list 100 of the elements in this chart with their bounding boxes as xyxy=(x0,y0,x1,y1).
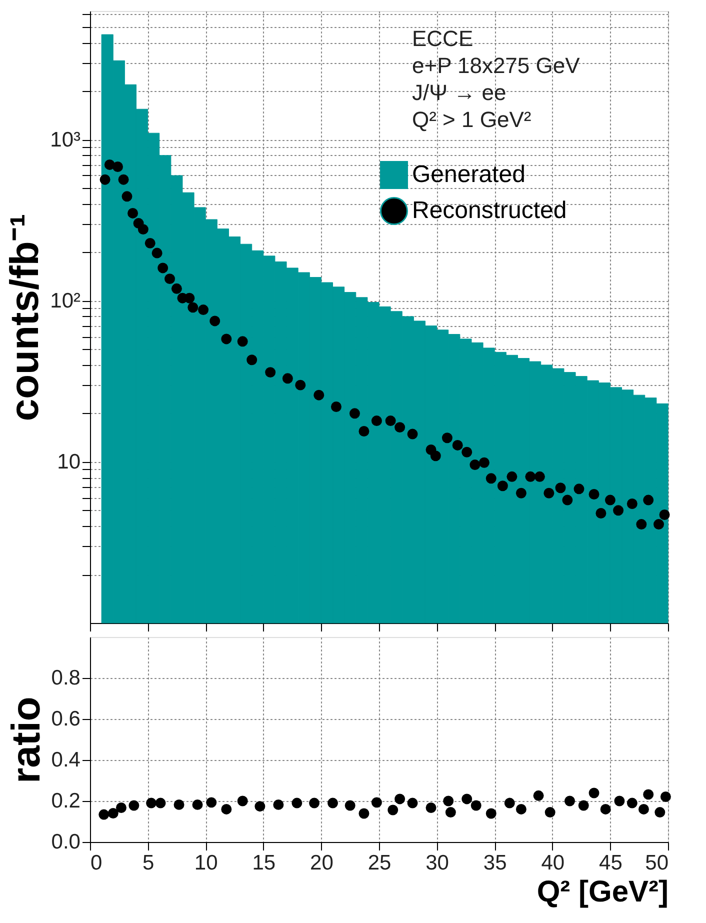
point xyxy=(171,283,182,294)
point xyxy=(407,798,418,808)
point xyxy=(588,489,600,500)
point xyxy=(654,807,666,818)
x-tick-label: 45 xyxy=(599,852,622,874)
x-axis-title: Q² [GeV²] xyxy=(536,876,668,908)
point xyxy=(330,402,342,412)
annotation: ECCE xyxy=(412,26,474,51)
y-tick-label: 0.6 xyxy=(51,708,80,730)
point xyxy=(128,800,140,811)
point xyxy=(116,802,126,813)
y-tick-label: 0.4 xyxy=(51,748,81,772)
annotation: J/Ψ → ee xyxy=(412,80,506,105)
point xyxy=(506,471,518,482)
point xyxy=(254,801,266,812)
point xyxy=(328,798,338,808)
point xyxy=(152,248,162,258)
point xyxy=(564,796,575,806)
x-tick-label: 20 xyxy=(310,852,334,874)
point xyxy=(349,408,360,419)
point xyxy=(388,804,398,816)
point xyxy=(344,800,356,811)
point xyxy=(358,808,370,819)
point xyxy=(146,798,157,808)
x-tick-label: 50 xyxy=(645,852,668,874)
point xyxy=(614,796,625,806)
y-axis-title: ratio xyxy=(4,696,48,784)
point xyxy=(588,788,600,798)
point xyxy=(358,426,370,436)
point xyxy=(394,422,406,433)
y-tick-label: 0.2 xyxy=(51,790,80,812)
point xyxy=(636,519,647,530)
x-tick-label: 40 xyxy=(541,852,565,874)
point xyxy=(295,380,306,390)
point xyxy=(659,510,670,520)
annotation: Q² > 1 GeV² xyxy=(412,107,532,132)
point xyxy=(188,302,198,313)
point xyxy=(100,174,110,185)
y-tick-label: 10³ xyxy=(50,128,80,152)
x-tick-label: 35 xyxy=(483,852,507,874)
point xyxy=(643,494,654,506)
x-tick-label: 0 xyxy=(90,852,102,874)
point xyxy=(273,799,284,810)
point xyxy=(442,432,452,444)
point xyxy=(128,208,138,218)
point xyxy=(544,488,554,498)
point xyxy=(613,505,624,516)
point xyxy=(198,304,209,316)
point xyxy=(504,798,515,808)
point xyxy=(462,794,472,804)
point xyxy=(534,471,545,482)
point xyxy=(237,796,248,806)
point xyxy=(138,224,148,235)
point xyxy=(544,807,556,818)
point xyxy=(144,238,156,248)
point xyxy=(660,791,671,802)
point xyxy=(192,799,203,810)
point xyxy=(314,390,324,400)
point xyxy=(407,428,418,440)
point xyxy=(596,508,606,518)
point xyxy=(122,191,132,202)
point xyxy=(426,802,436,813)
point xyxy=(516,804,526,814)
point xyxy=(654,519,664,530)
y-axis-title: counts/fb⁻¹ xyxy=(3,214,48,422)
x-tick-label: 15 xyxy=(252,852,276,874)
point xyxy=(221,804,232,814)
point xyxy=(118,174,129,185)
point xyxy=(112,162,123,172)
point xyxy=(174,799,184,810)
point xyxy=(643,789,654,800)
point xyxy=(452,440,463,450)
point xyxy=(158,262,168,274)
x-tick-label: 30 xyxy=(426,852,449,874)
point xyxy=(265,367,276,378)
point xyxy=(626,798,638,808)
legend-label: Reconstructed xyxy=(412,197,567,224)
point xyxy=(221,334,232,344)
legend-label: Generated xyxy=(412,161,526,188)
point xyxy=(462,446,472,458)
point xyxy=(184,292,195,304)
point xyxy=(497,480,508,492)
y-tick-label: 10 xyxy=(57,450,80,474)
point xyxy=(626,498,638,509)
point xyxy=(210,316,220,326)
point xyxy=(578,800,589,811)
point xyxy=(478,457,490,468)
point xyxy=(486,808,496,819)
point xyxy=(443,796,454,806)
point xyxy=(108,808,118,819)
point xyxy=(470,800,482,811)
point xyxy=(292,798,302,808)
point xyxy=(516,488,526,498)
point xyxy=(98,809,110,820)
y-tick-label: 10² xyxy=(50,289,80,312)
point xyxy=(385,416,396,426)
point xyxy=(445,807,456,818)
point xyxy=(309,798,320,808)
point xyxy=(533,790,544,801)
point xyxy=(155,798,166,808)
